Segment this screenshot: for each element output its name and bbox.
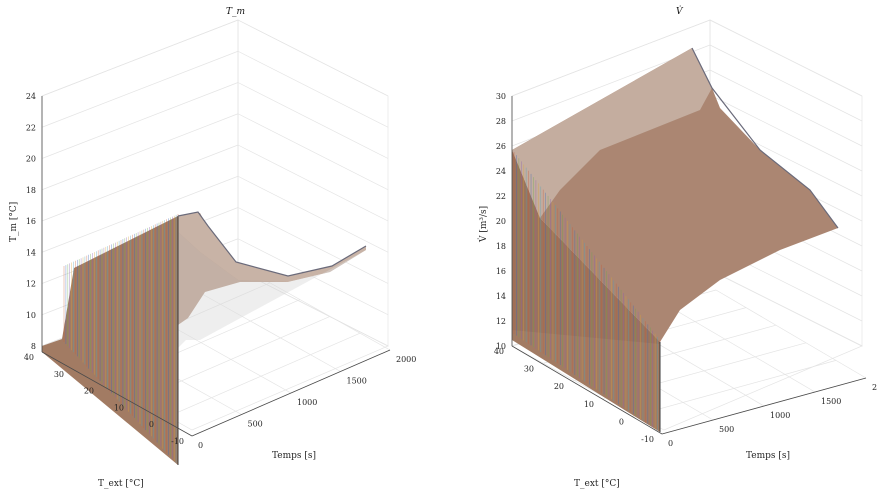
y-tick-label: -10 [641,435,654,444]
z-tick-label: 30 [496,92,506,101]
x-tick-label: 1000 [770,411,790,420]
chart-left-surface-ridge [178,212,366,282]
z-gridline-back [709,44,863,122]
chart-left-zlabel: T_m [°C] [9,202,19,242]
z-tick-label: 14 [26,248,36,257]
y-tick-label: 10 [114,403,124,412]
z-tick-label: 10 [496,342,506,351]
chart-left-xlabel: Temps [s] [272,451,316,461]
z-tick-label: 22 [496,192,506,201]
chart-left-title: T_m [226,7,245,17]
chart-right-axes [511,96,867,435]
z-gridline [41,19,239,97]
z-tick-label: 26 [496,142,506,151]
y-tick-label: 30 [524,365,534,374]
chart-right-surface [512,47,839,432]
x-tick-label: 2 [872,383,877,392]
z-gridline-back [237,207,389,284]
y-tick-label: 40 [24,353,34,362]
chart-left-surface-front [42,216,178,465]
z-tick-label: 24 [26,92,36,101]
chart-right-title: V̇ [676,5,684,17]
z-gridline-back [237,113,389,191]
chart-right-xlabel: Temps [s] [746,451,790,461]
chart-left-ticks: 8 10 12 14 16 18 20 22 24 -10 0 10 20 30 40 0 500 1000 150… [24,92,417,450]
y-tick-label: 0 [149,420,154,429]
z-tick-label: 16 [26,217,36,226]
chart-right-ticks: 10 12 14 16 18 20 22 24 26 28 30 -10 0 10 20 30 40 0 500 10… [494,92,877,448]
y-tick-label: 40 [494,347,504,356]
chart-left-axes [41,96,391,437]
chart-left-surface-stripes [63,214,179,465]
z-gridline-back [237,269,389,347]
z-gridline-back [237,19,389,97]
z-gridline [41,175,239,253]
x-tick-label: 2000 [396,355,416,364]
chart-right-surface-left [512,150,660,344]
x-tick-label: 500 [719,425,734,434]
chart-right-surface-stripes [513,152,661,432]
chart-right-zlabel: V̇ [m³/s] [477,206,489,243]
z-tick-label: 20 [26,155,36,164]
y-tick-label: 20 [84,387,94,396]
x-tick-label: 0 [668,439,673,448]
z-gridline-back [709,269,863,347]
chart-right: V̇ 10 12 14 16 18 20 22 24 26 28 30 -10 0 10 20 30 40 0 50… [477,5,877,489]
y-tick-label: 20 [554,382,564,391]
chart-right-surface-edge-2 [691,47,839,229]
z-gridline [41,113,239,191]
chart-left-surface [42,211,367,465]
chart-left-ylabel: T_ext [°C] [98,479,144,489]
z-tick-label: 8 [31,342,36,351]
chart-left-surface-side [178,232,366,348]
x-gridline [190,287,341,372]
x-gridline [715,289,867,379]
z-gridline [41,50,239,128]
z-gridline-back [237,175,389,253]
z-gridline-back [237,144,389,222]
z-gridline-back [237,82,389,159]
z-tick-label: 28 [496,117,506,126]
chart-right-ylabel: T_ext [°C] [574,479,620,489]
y-tick-label: 0 [619,417,624,426]
z-gridline-back [709,69,863,147]
z-tick-label: 22 [26,123,36,132]
x-tick-label: 1500 [821,397,841,406]
z-tick-label: 12 [496,317,506,326]
z-tick-label: 12 [26,280,36,289]
y-tick-label: 10 [584,400,594,409]
x-tick-label: 1000 [297,398,317,407]
x-tick-label: 500 [248,420,263,429]
chart-left: T_m 8 10 12 14 16 18 20 22 24 -10 0 10 20 30 40 0 500 100… [9,7,416,489]
chart-left-surface-edge-2 [177,211,367,277]
x-gridline [664,303,816,393]
x-tick-label: 0 [198,441,203,450]
z-tick-label: 20 [496,217,506,226]
z-tick-label: 14 [496,292,506,301]
z-gridline [511,19,711,97]
z-tick-label: 18 [26,186,36,195]
chart-left-surface-top [74,213,366,325]
z-tick-label: 10 [26,311,36,320]
z-gridline [41,82,239,159]
z-gridline-back [709,19,863,97]
z-tick-label: 24 [496,167,506,176]
z-gridline-back [237,238,389,316]
z-tick-label: 18 [496,242,506,251]
x-tick-label: 1500 [347,377,367,386]
z-gridline-back [709,94,863,172]
y-tick-label: -10 [171,437,184,446]
chart-right-surface-highlight [512,48,712,218]
z-gridline-back [237,50,389,128]
z-gridline [41,144,239,222]
y-tick-label: 30 [54,370,64,379]
z-tick-label: 16 [496,267,506,276]
